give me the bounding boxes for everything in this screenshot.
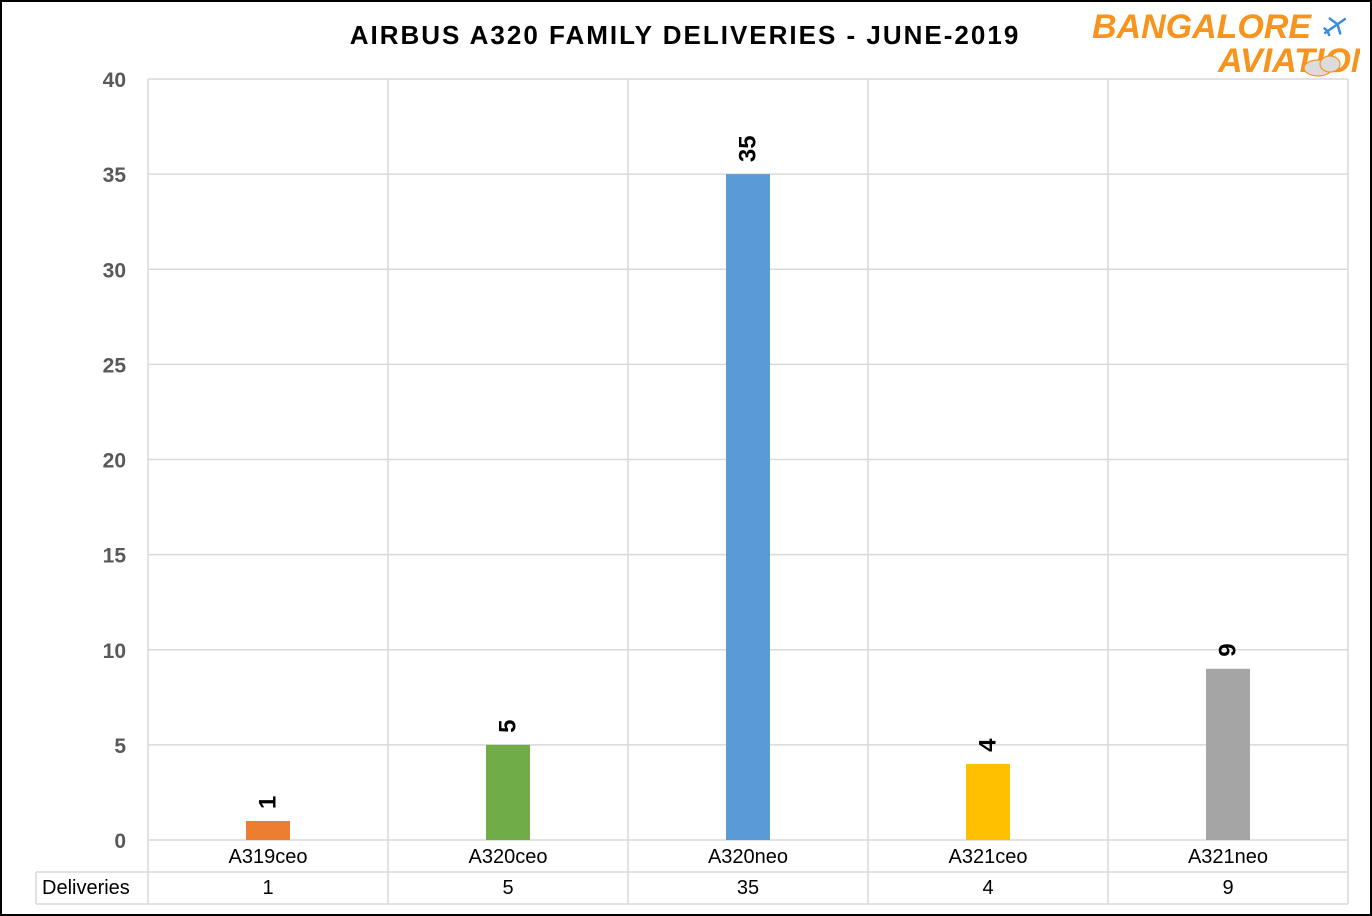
x-tick-label: A321ceo: [949, 846, 1028, 868]
table-value: 35: [737, 877, 759, 899]
data-label: 35: [735, 135, 762, 162]
airplane-icon: [1323, 17, 1347, 37]
data-label: 4: [975, 738, 1002, 752]
data-label: 9: [1215, 643, 1242, 656]
table-value: 4: [982, 877, 993, 899]
cloud-icon: [1303, 55, 1341, 77]
x-tick-label: A320ceo: [469, 846, 548, 868]
y-tick-label: 35: [103, 164, 127, 187]
x-tick-label: A319ceo: [229, 846, 308, 868]
x-tick-label: A321neo: [1188, 846, 1268, 868]
table-value: 5: [502, 877, 513, 899]
y-tick-label: 15: [103, 545, 127, 568]
bar: [966, 763, 1010, 840]
y-tick-label: 20: [103, 450, 126, 473]
y-tick-label: 40: [103, 69, 126, 92]
y-tick-label: 25: [103, 354, 127, 377]
logo-line1: BANGALORE: [1092, 8, 1312, 46]
bangalore-aviation-logo: BANGALORE AVIATION: [1092, 8, 1360, 78]
bar: [486, 744, 530, 840]
y-tick-label: 30: [103, 259, 126, 282]
table-value: 9: [1222, 877, 1233, 899]
y-tick-label: 0: [114, 830, 126, 853]
bar: [726, 174, 770, 840]
chart-title: AIRBUS A320 FAMILY DELIVERIES - JUNE-201…: [349, 20, 1021, 50]
y-tick-label: 5: [114, 735, 126, 758]
bar: [246, 820, 290, 840]
x-tick-label: A320neo: [708, 846, 788, 868]
data-label: 5: [495, 720, 522, 733]
table-value: 1: [262, 877, 273, 899]
bar: [1206, 668, 1250, 840]
y-tick-label: 10: [103, 640, 126, 663]
data-label: 1: [255, 796, 282, 809]
table-series-label: Deliveries: [42, 877, 130, 899]
